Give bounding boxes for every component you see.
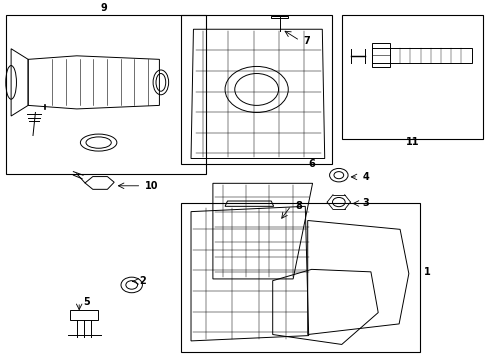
Text: 4: 4 (362, 172, 368, 182)
Text: 7: 7 (303, 36, 310, 46)
Text: 1: 1 (423, 267, 429, 277)
Bar (341, 15, 482, 139)
Text: 9: 9 (100, 3, 107, 13)
Bar (181, 15, 331, 164)
Text: 6: 6 (307, 159, 314, 169)
Bar (6, 15, 205, 175)
Text: 2: 2 (139, 276, 146, 287)
Text: 3: 3 (362, 198, 368, 208)
Text: 5: 5 (83, 297, 90, 307)
Text: 10: 10 (145, 181, 159, 191)
Bar (181, 203, 419, 351)
Text: 11: 11 (405, 137, 418, 147)
Text: 8: 8 (294, 201, 301, 211)
